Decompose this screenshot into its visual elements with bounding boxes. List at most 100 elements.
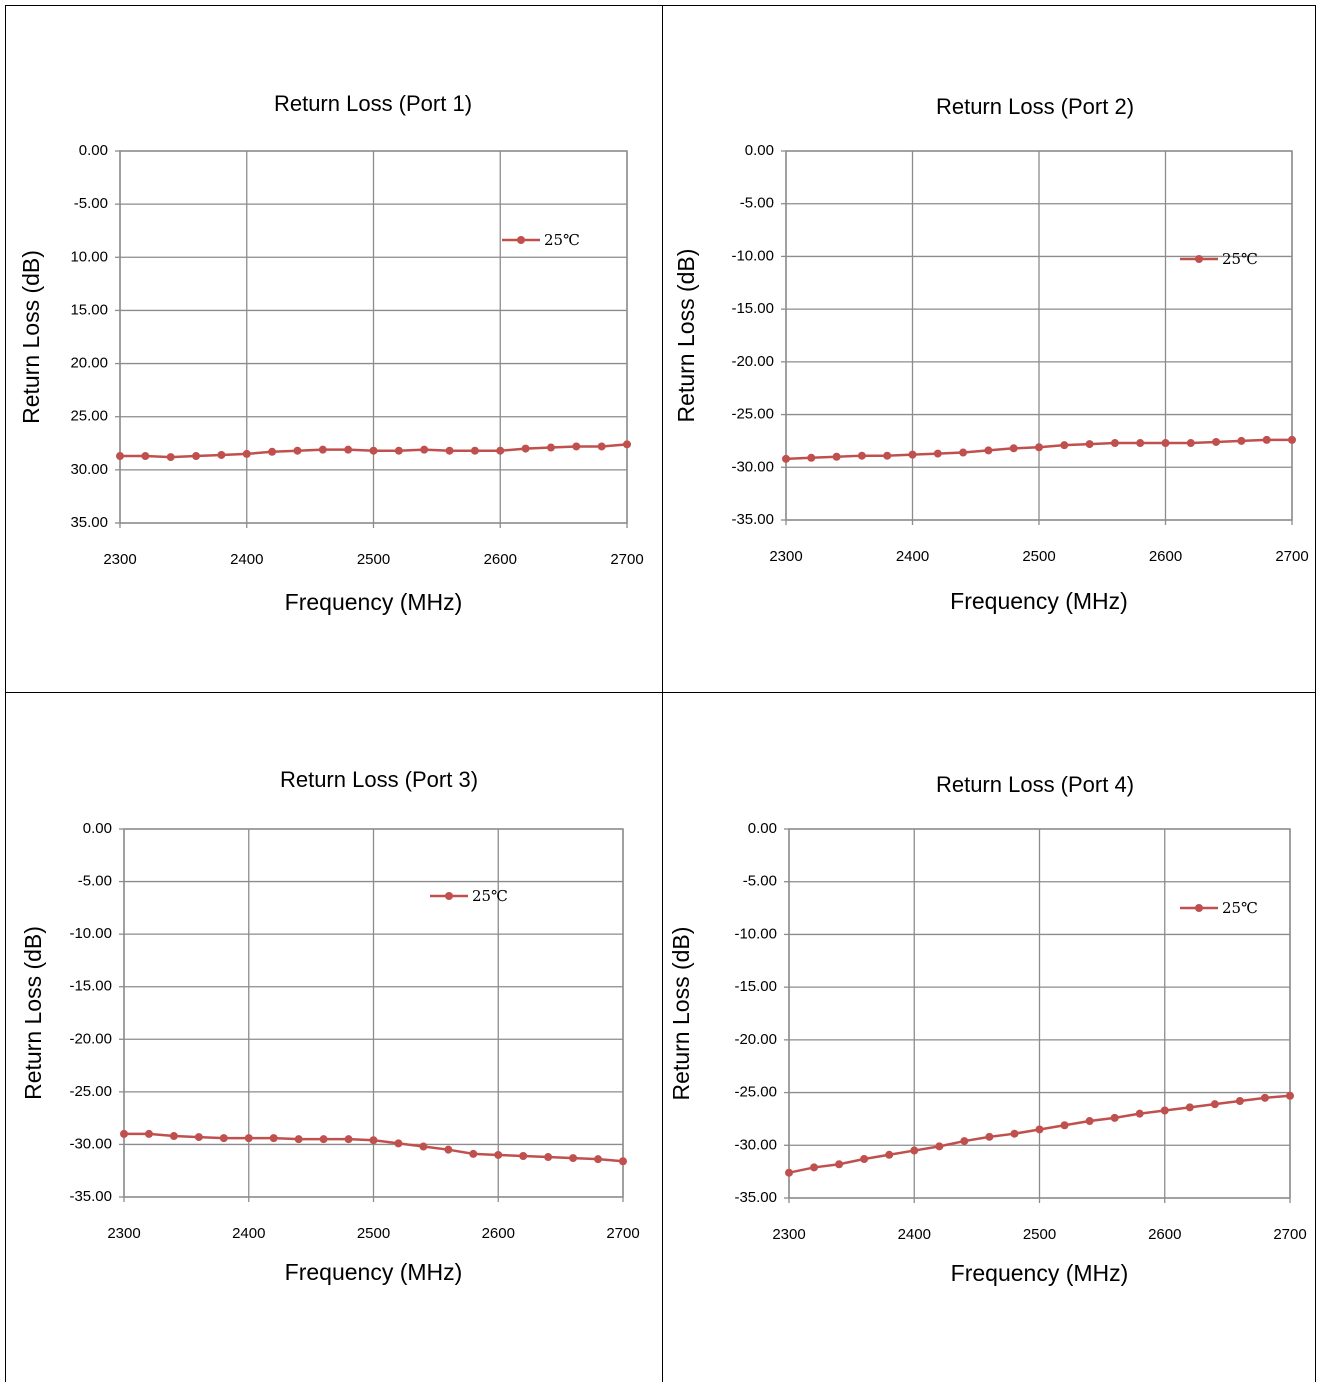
data-point: [572, 442, 581, 451]
data-point: [569, 1154, 578, 1163]
chart-title: Return Loss (Port 4): [936, 772, 1134, 797]
data-point: [419, 1142, 428, 1151]
data-point: [1035, 1125, 1044, 1134]
y-tick-label: 35.00: [70, 514, 108, 531]
data-point: [521, 444, 530, 453]
data-point: [785, 1168, 793, 1177]
x-tick-label: 2300: [103, 551, 136, 568]
data-point: [910, 1146, 919, 1155]
data-point: [369, 446, 378, 455]
data-point: [960, 1137, 969, 1146]
y-tick-label: 0.00: [79, 142, 108, 159]
y-tick-label: 0.00: [748, 820, 777, 837]
x-tick-label: 2300: [769, 548, 802, 565]
y-tick-label: 25.00: [70, 408, 108, 425]
x-tick-label: 2700: [1273, 1226, 1306, 1243]
y-tick-label: 0.00: [83, 820, 112, 837]
data-point: [860, 1154, 869, 1163]
y-tick-label: -25.00: [731, 406, 774, 423]
data-point: [1110, 1113, 1119, 1122]
x-tick-label: 2400: [898, 1226, 931, 1243]
y-tick-label: -10.00: [69, 925, 112, 942]
data-point: [294, 1135, 303, 1144]
data-point: [1237, 436, 1246, 445]
data-point: [469, 1149, 478, 1158]
x-tick-label: 2500: [357, 1225, 390, 1242]
data-point: [1110, 439, 1119, 448]
data-point: [546, 443, 555, 452]
data-point: [394, 446, 403, 455]
data-point: [445, 446, 454, 455]
data-point: [1185, 1103, 1194, 1112]
y-tick-label: -20.00: [731, 353, 774, 370]
plot-frame: [788, 828, 1291, 1199]
data-point: [144, 1129, 153, 1138]
y-tick-label: -35.00: [69, 1188, 112, 1205]
data-point: [293, 446, 302, 455]
x-tick-label: 2400: [232, 1225, 265, 1242]
data-point: [1085, 440, 1094, 449]
y-tick-label: -5.00: [740, 195, 774, 212]
data-point: [594, 1155, 603, 1164]
data-point: [984, 446, 993, 455]
data-point: [1212, 437, 1221, 446]
y-axis-label: Return Loss (dB): [20, 926, 46, 1100]
y-tick-label: 15.00: [70, 301, 108, 318]
data-point: [268, 447, 277, 456]
y-tick-label: -10.00: [731, 247, 774, 264]
y-tick-label: -15.00: [734, 978, 777, 995]
data-point: [1262, 435, 1271, 444]
plot-frame: [123, 828, 624, 1198]
data-point: [344, 445, 353, 454]
x-axis-label: Frequency (MHz): [950, 588, 1128, 614]
data-point: [619, 1157, 627, 1166]
data-point: [782, 454, 790, 463]
data-point: [166, 453, 175, 462]
data-point: [1235, 1097, 1244, 1106]
chart-title: Return Loss (Port 1): [274, 91, 472, 116]
x-tick-label: 2600: [484, 551, 517, 568]
x-tick-label: 2600: [482, 1225, 515, 1242]
data-point: [885, 1150, 894, 1159]
data-point: [1161, 439, 1170, 448]
data-point: [242, 449, 251, 458]
data-point: [1060, 441, 1069, 450]
x-tick-label: 2700: [1275, 548, 1308, 565]
data-point: [496, 446, 505, 455]
data-point: [444, 1145, 453, 1154]
y-tick-label: -30.00: [69, 1135, 112, 1152]
data-point: [1009, 444, 1018, 453]
y-tick-label: -15.00: [731, 300, 774, 317]
y-tick-label: -20.00: [734, 1031, 777, 1048]
data-point: [1186, 439, 1195, 448]
data-point: [1286, 1091, 1294, 1100]
data-point: [807, 453, 816, 462]
data-point: [1288, 435, 1296, 444]
data-point: [394, 1139, 403, 1148]
y-tick-label: -30.00: [731, 458, 774, 475]
data-point: [141, 452, 150, 461]
data-point: [219, 1134, 228, 1143]
data-point: [623, 440, 631, 449]
data-point: [1085, 1117, 1094, 1126]
table-border: [5, 5, 1316, 1382]
data-point: [810, 1163, 819, 1172]
data-point: [1135, 1109, 1144, 1118]
data-point: [420, 445, 429, 454]
y-tick-label: -15.00: [69, 978, 112, 995]
data-point: [1060, 1121, 1069, 1130]
legend-label: 25℃: [472, 887, 508, 905]
y-tick-label: -5.00: [743, 873, 777, 890]
data-point: [116, 452, 124, 461]
data-point: [883, 451, 892, 460]
data-point: [544, 1153, 553, 1162]
data-point: [597, 442, 606, 451]
y-tick-label: -5.00: [78, 873, 112, 890]
data-point: [470, 446, 479, 455]
legend-label: 25℃: [544, 231, 580, 249]
y-tick-label: 0.00: [745, 142, 774, 159]
y-axis-label: Return Loss (dB): [18, 250, 44, 424]
y-tick-label: -25.00: [734, 1084, 777, 1101]
x-tick-label: 2500: [1023, 1226, 1056, 1243]
